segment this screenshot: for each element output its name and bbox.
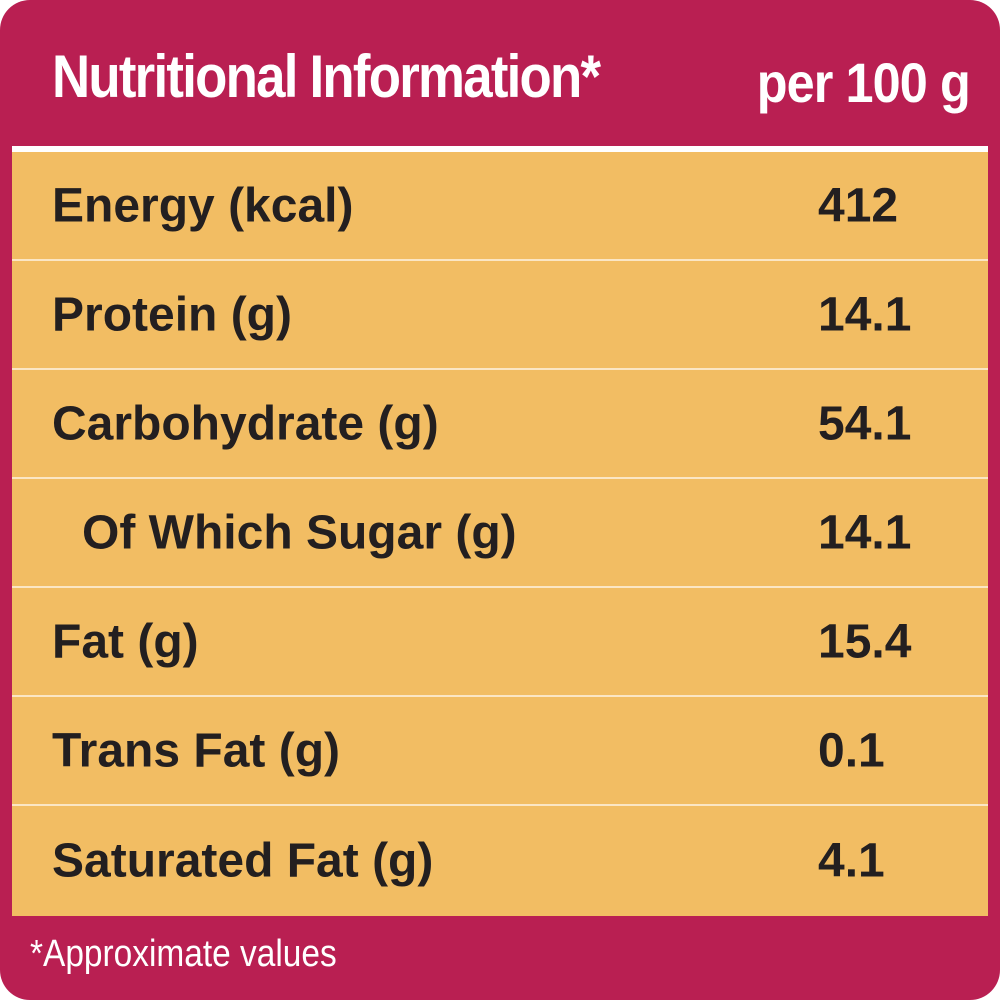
- footnote: *Approximate values: [30, 933, 337, 975]
- nutrient-label: Protein (g): [52, 288, 292, 341]
- nutrient-value: 0.1: [818, 724, 885, 777]
- table-row: Fat (g) 15.4: [12, 588, 988, 697]
- header-unit: per 100 g: [756, 51, 971, 114]
- nutrient-value: 4.1: [818, 834, 885, 887]
- nutrient-label: Energy (kcal): [52, 179, 354, 232]
- table-row: Trans Fat (g) 0.1: [12, 697, 988, 806]
- nutrient-value: 14.1: [818, 288, 912, 341]
- nutrition-table: Energy (kcal) 412 Protein (g) 14.1 Carbohydr…: [12, 146, 988, 916]
- header-title: Nutritional Information*: [52, 43, 601, 110]
- nutrient-value: 14.1: [818, 506, 912, 559]
- nutrient-value: 412: [818, 179, 899, 232]
- nutrient-value: 54.1: [818, 397, 912, 450]
- table-row: Of Which Sugar (g) 14.1: [12, 479, 988, 588]
- nutrient-label: Trans Fat (g): [52, 724, 341, 777]
- nutrient-value: 15.4: [818, 615, 912, 668]
- nutrient-label: Carbohydrate (g): [52, 397, 439, 450]
- nutrient-label: Of Which Sugar (g): [82, 506, 517, 559]
- table-row: Protein (g) 14.1: [12, 261, 988, 370]
- nutrient-label: Saturated Fat (g): [52, 834, 434, 887]
- table-row: Energy (kcal) 412: [12, 152, 988, 261]
- table-row: Saturated Fat (g) 4.1: [12, 806, 988, 915]
- table-row: Carbohydrate (g) 54.1: [12, 370, 988, 479]
- nutrient-label: Fat (g): [52, 615, 199, 668]
